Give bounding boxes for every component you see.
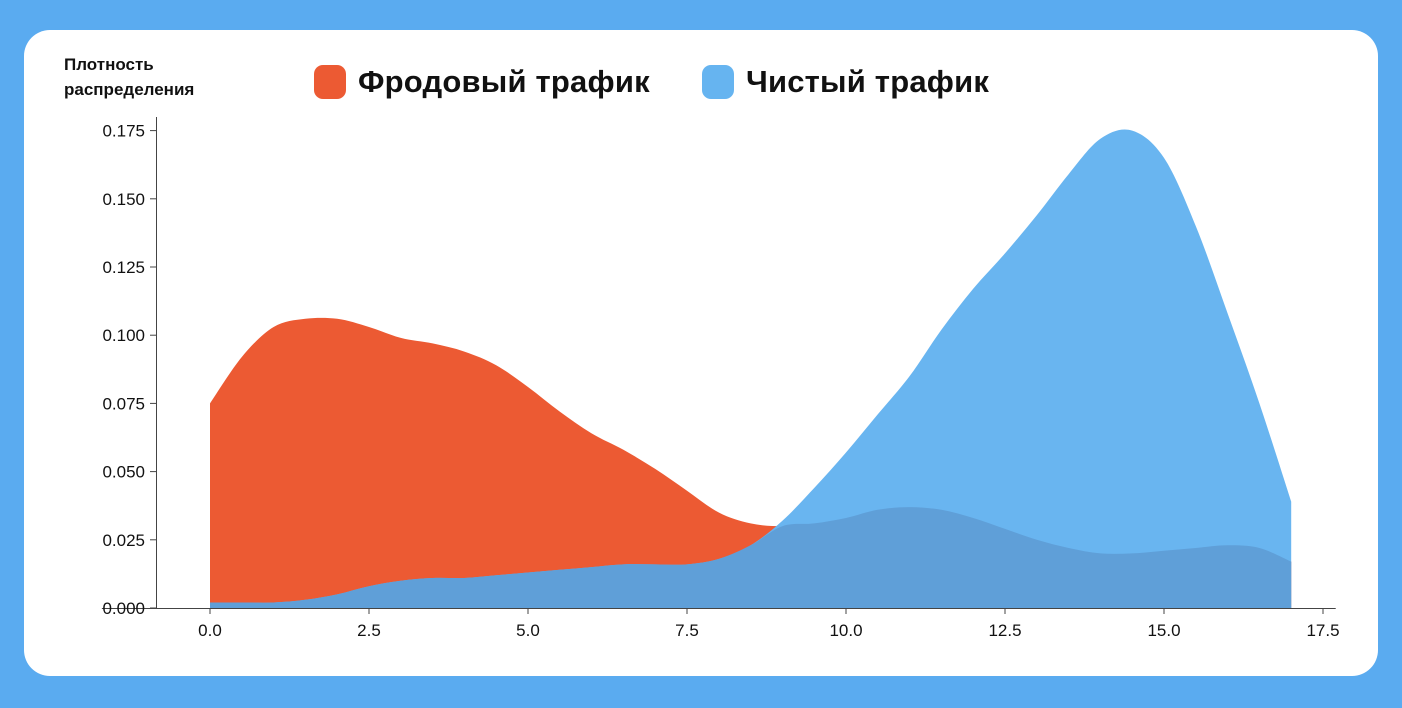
x-tick-label: 2.5 xyxy=(357,621,381,640)
y-tick-label: 0.100 xyxy=(102,326,145,345)
x-tick-label: 10.0 xyxy=(829,621,862,640)
series-layer xyxy=(210,129,1292,608)
y-tick-label: 0.050 xyxy=(102,463,145,482)
x-tick-label: 12.5 xyxy=(988,621,1021,640)
series-area-clean xyxy=(210,129,1292,608)
legend-label-fraud: Фродовый трафик xyxy=(358,64,650,99)
y-tick-label: 0.150 xyxy=(102,190,145,209)
x-tick-label: 15.0 xyxy=(1147,621,1180,640)
y-tick-label: 0.175 xyxy=(102,122,145,141)
legend-swatch-fraud xyxy=(314,65,346,99)
x-tick-label: 0.0 xyxy=(198,621,222,640)
legend-swatch-clean xyxy=(702,65,734,99)
x-tick-label: 17.5 xyxy=(1306,621,1339,640)
legend-item-clean: Чистый трафик xyxy=(702,64,989,100)
axes-layer: 0.0 2.5 5.0 7.5 10.0 12.5 15.0 17.5 0.000 0.025 0.… xyxy=(101,116,1340,640)
y-tick-label: 0.025 xyxy=(102,531,145,550)
x-tick-label: 5.0 xyxy=(516,621,540,640)
series-overlap-area xyxy=(210,507,1292,608)
legend-item-fraud: Фродовый трафик xyxy=(314,64,650,100)
legend-label-clean: Чистый трафик xyxy=(746,64,990,99)
y-axis-label: Плотность распределения xyxy=(64,55,195,99)
chart-card: Плотность распределения Фродовый трафик … xyxy=(24,30,1378,676)
y-tick-label: 0.075 xyxy=(102,394,145,413)
y-tick-label: 0.125 xyxy=(102,258,145,277)
plot-area: 0.0 2.5 5.0 7.5 10.0 12.5 15.0 17.5 0.000 0.025 0.… xyxy=(101,116,1340,640)
x-tick-label: 7.5 xyxy=(675,621,699,640)
y-tick-label: 0.000 xyxy=(102,599,145,618)
